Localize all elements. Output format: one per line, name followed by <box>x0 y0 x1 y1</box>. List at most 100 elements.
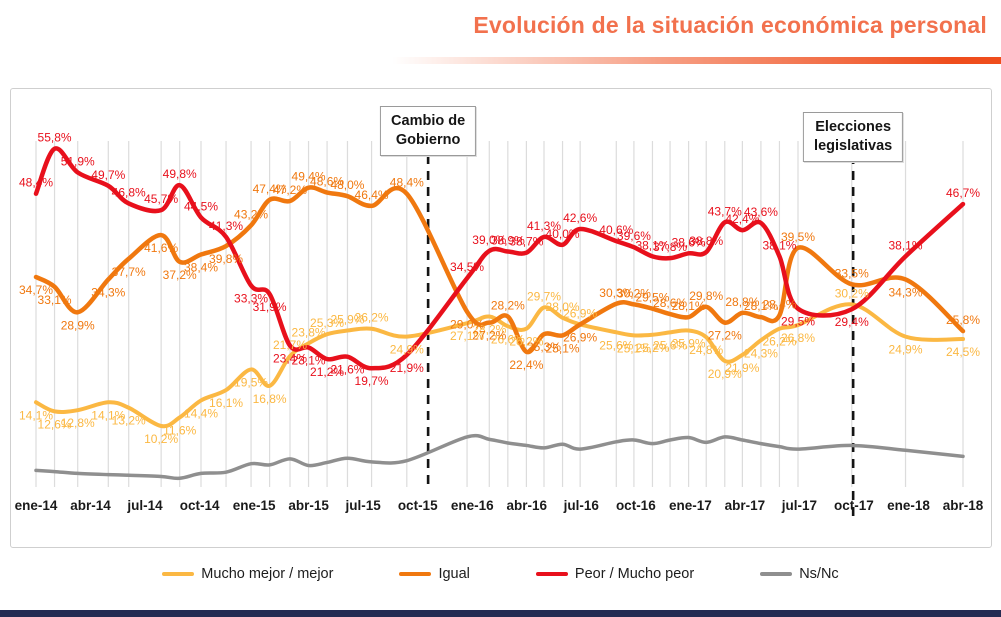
data-label: 19,7% <box>355 374 389 388</box>
data-label: 28,2% <box>491 299 525 313</box>
data-label: 34,3% <box>91 285 125 299</box>
data-label: 30,3% <box>599 286 633 300</box>
data-label: 33,3% <box>234 292 268 306</box>
data-label: 28,6% <box>653 296 687 310</box>
data-label: 37,7% <box>112 265 146 279</box>
data-label: 49,8% <box>163 167 197 181</box>
data-label: 31,9% <box>253 300 287 314</box>
data-label: 39,0% <box>472 233 506 247</box>
data-label: 29,5% <box>781 315 815 329</box>
data-label: 25,3% <box>310 316 344 330</box>
data-label: 42,4% <box>725 212 759 226</box>
data-label: 44,5% <box>184 199 218 213</box>
data-label: 23,8% <box>292 325 326 339</box>
data-label: 21,2% <box>310 365 344 379</box>
data-label: 29,0% <box>450 318 484 332</box>
data-label: 43,7% <box>708 204 742 218</box>
data-label: 43,6% <box>744 205 778 219</box>
data-label: 38,8% <box>689 234 723 248</box>
data-label: 46,8% <box>112 185 146 199</box>
data-label: 30,2% <box>835 286 869 300</box>
x-tick-label: oct-15 <box>398 498 438 513</box>
data-label: 37,8% <box>653 240 687 254</box>
x-tick-label: ene-18 <box>887 498 930 513</box>
annotation-text-line: Gobierno <box>395 131 461 148</box>
data-label: 48,0% <box>330 178 364 192</box>
annotation-text-line: legislativas <box>814 137 893 154</box>
data-label: 49,7% <box>91 168 125 182</box>
data-label: 14,1% <box>91 408 125 422</box>
data-label: 12,6% <box>38 417 72 431</box>
data-label: 38,7% <box>509 235 543 249</box>
data-label: 37,2% <box>163 268 197 282</box>
data-label: 51,9% <box>61 154 95 168</box>
data-label: 21,9% <box>725 361 759 375</box>
data-label: 38,9% <box>491 233 525 247</box>
legend-label: Igual <box>438 566 470 582</box>
x-tick-label: abr-17 <box>725 498 766 513</box>
data-label: 25,9% <box>330 313 364 327</box>
x-tick-label: jul-16 <box>563 498 600 513</box>
legend-item-peor: Peor / Mucho peor <box>535 566 695 582</box>
legend-label: Peor / Mucho peor <box>574 566 695 582</box>
data-label: 40,6% <box>599 223 633 237</box>
data-label: 39,8% <box>209 252 243 266</box>
data-label: 24,9% <box>390 343 424 357</box>
data-label: 12,8% <box>61 416 95 430</box>
x-tick-label: abr-16 <box>506 498 547 513</box>
data-label: 13,2% <box>112 414 146 428</box>
x-tick-label: jul-15 <box>345 498 382 513</box>
data-label: 26,2% <box>355 311 389 325</box>
title-underline-gradient <box>392 57 1001 64</box>
data-label: 48,4% <box>390 176 424 190</box>
data-label: 29,4% <box>835 315 869 329</box>
data-label: 27,2% <box>472 329 506 343</box>
data-label: 39,6% <box>617 229 651 243</box>
data-label: 10,2% <box>144 432 178 446</box>
legend-swatch-gray <box>760 572 793 576</box>
data-label: 25,1% <box>617 341 651 355</box>
data-label: 26,6% <box>491 332 525 346</box>
data-label: 38,4% <box>184 261 218 275</box>
chart-panel: ene-14 abr-14 jul-14 oct-14 ene-15 abr-15 jul-… <box>10 88 992 548</box>
data-label: 38,6% <box>672 235 706 249</box>
data-label: 43,2% <box>234 207 268 221</box>
data-label: 41,6% <box>144 241 178 255</box>
data-label: 21,7% <box>273 338 307 352</box>
legend-item-mucho-mejor: Mucho mejor / mejor <box>162 566 333 582</box>
series-line-1 <box>33 185 966 355</box>
data-label: 42,6% <box>563 211 597 225</box>
x-tick-label: oct-14 <box>180 498 220 513</box>
data-label: 25,6% <box>599 338 633 352</box>
x-tick-label: jul-17 <box>781 498 817 513</box>
data-label: 47,4% <box>253 182 287 196</box>
data-label: 21,6% <box>330 363 364 377</box>
x-tick-label: jul-14 <box>126 498 163 513</box>
x-tick-label: abr-18 <box>943 498 984 513</box>
data-label: 21,9% <box>390 361 424 375</box>
data-label: 27,2% <box>708 329 742 343</box>
data-label: 55,8% <box>38 131 72 145</box>
data-label: 28,4% <box>762 297 796 311</box>
data-label: 20,9% <box>708 367 742 381</box>
footer-accent-bar <box>0 610 1001 617</box>
data-label: 11,6% <box>163 423 196 437</box>
x-tick-label: oct-16 <box>616 498 656 513</box>
legend-label: Ns/Nc <box>799 566 839 582</box>
data-label: 45,7% <box>144 192 178 206</box>
data-label: 26,8% <box>781 331 815 345</box>
data-label: 25,3% <box>527 340 561 354</box>
data-label: 38,1% <box>889 238 923 252</box>
legend-swatch-orange <box>399 572 432 576</box>
data-label: 28,0% <box>546 300 580 314</box>
data-label: 25,8% <box>946 313 980 327</box>
data-label: 26,2% <box>509 335 543 349</box>
data-label: 41,3% <box>209 219 243 233</box>
data-label: 25,6% <box>653 338 687 352</box>
data-label: 33,1% <box>38 293 72 307</box>
data-label: 28,8% <box>725 295 759 309</box>
data-label: 38,1% <box>762 238 796 252</box>
annotation-text-line: Cambio de <box>391 113 466 129</box>
legend-label: Mucho mejor / mejor <box>201 566 334 582</box>
data-label: 34,7% <box>19 283 53 297</box>
